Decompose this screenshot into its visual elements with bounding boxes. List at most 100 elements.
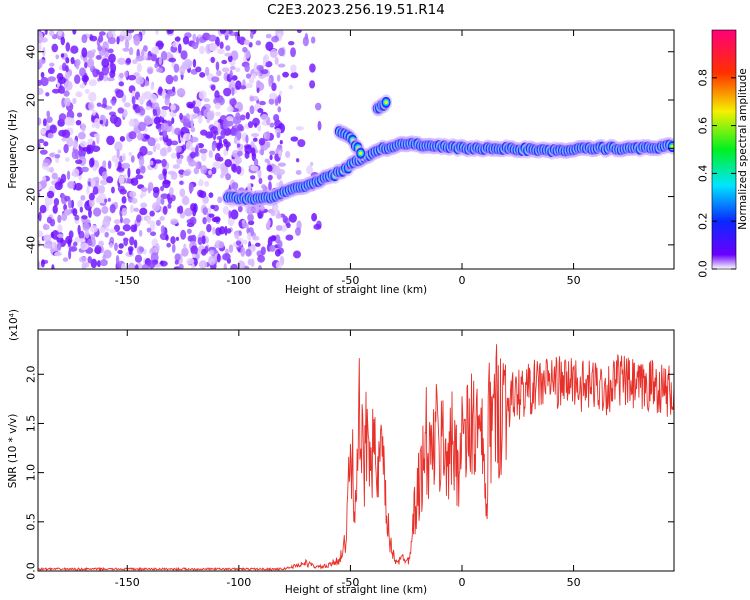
heatmap-y-tick-label: 20 xyxy=(25,93,38,107)
heatmap-noise-speck xyxy=(88,208,92,219)
heatmap-noise-speck xyxy=(121,207,128,216)
heatmap-noise-speck xyxy=(154,45,159,54)
heatmap-noise-speck xyxy=(40,76,49,87)
heatmap-noise-speck xyxy=(40,180,47,188)
heatmap-noise-speck xyxy=(160,122,170,132)
heatmap-noise-speck xyxy=(250,258,255,268)
heatmap-noise-speck xyxy=(127,74,137,81)
heatmap-noise-speck xyxy=(152,186,160,194)
heatmap-noise-speck xyxy=(295,169,302,175)
heatmap-noise-speck xyxy=(151,201,161,212)
heatmap-noise-speck xyxy=(43,234,52,242)
heatmap-noise-speck xyxy=(219,30,227,34)
snr-y-axis: 0.0 0.5 1.0 1.5 2.0 xyxy=(25,366,674,580)
heatmap-noise-speck xyxy=(64,80,73,91)
heatmap-noise-speck xyxy=(75,120,82,126)
heatmap-noise-speck xyxy=(167,30,174,34)
heatmap-noise-speck xyxy=(128,262,136,269)
heatmap-noise-speck xyxy=(91,123,96,129)
heatmap-noise-speck xyxy=(161,158,167,168)
heatmap-noise-speck xyxy=(224,225,228,236)
heatmap-noise-speck xyxy=(309,63,316,73)
heatmap-noise-speck xyxy=(61,137,67,142)
heatmap-noise-speck xyxy=(259,205,265,212)
heatmap-noise-speck xyxy=(192,33,197,42)
heatmap-noise-speck xyxy=(208,34,217,42)
heatmap-noise-speck xyxy=(72,97,77,105)
heatmap-noise-speck xyxy=(274,56,279,65)
heatmap-noise-speck xyxy=(274,99,279,106)
heatmap-noise-speck xyxy=(88,192,95,201)
heatmap-noise-speck xyxy=(275,261,283,269)
heatmap-noise-speck xyxy=(42,162,49,167)
heatmap-noise-speck xyxy=(140,165,146,174)
heatmap-noise-speck xyxy=(278,47,285,57)
heatmap-noise-speck xyxy=(275,225,283,231)
heatmap-noise-speck xyxy=(77,224,81,235)
heatmap-noise-speck xyxy=(198,179,204,187)
heatmap-noise-speck xyxy=(101,205,109,214)
heatmap-noise-speck xyxy=(271,82,277,92)
heatmap-noise-speck xyxy=(247,258,252,266)
heatmap-noise-speck xyxy=(96,102,102,107)
heatmap-noise-speck xyxy=(284,150,291,158)
heatmap-noise-speck xyxy=(204,66,210,76)
heatmap-noise-speck xyxy=(244,63,250,73)
heatmap-noise-speck xyxy=(208,213,215,218)
heatmap-noise-speck xyxy=(109,114,118,124)
heatmap-noise-speck xyxy=(116,36,120,45)
heatmap-noise-speck xyxy=(173,63,180,73)
heatmap-noise-speck xyxy=(44,30,48,35)
heatmap-noise-speck xyxy=(90,258,98,269)
heatmap-noise-speck xyxy=(47,132,54,139)
heatmap-noise-speck xyxy=(190,245,198,255)
heatmap-noise-speck xyxy=(208,192,214,198)
heatmap-noise-speck xyxy=(133,207,139,212)
heatmap-noise-speck xyxy=(311,213,318,222)
heatmap-noise-speck xyxy=(317,120,322,131)
heatmap-noise-speck xyxy=(222,205,230,215)
heatmap-noise-speck xyxy=(176,88,186,98)
heatmap-noise-speck xyxy=(149,220,156,231)
heatmap-noise-speck xyxy=(293,250,301,259)
heatmap-noise-speck xyxy=(236,33,241,44)
heatmap-noise-speck xyxy=(306,165,313,175)
heatmap-noise-speck xyxy=(39,149,48,155)
heatmap-noise-speck xyxy=(231,181,239,190)
heatmap-noise-speck xyxy=(141,263,150,269)
heatmap-noise-speck xyxy=(138,229,143,237)
heatmap-noise-speck xyxy=(63,204,68,211)
heatmap-noise-speck xyxy=(245,248,252,257)
heatmap-noise-speck xyxy=(225,173,232,181)
heatmap-noise-speck xyxy=(206,223,212,233)
heatmap-noise-speck xyxy=(175,236,179,241)
heatmap-noise-speck xyxy=(248,41,253,48)
heatmap-noise-speck xyxy=(277,63,286,68)
heatmap-noise-speck xyxy=(109,228,116,234)
heatmap-noise-speck xyxy=(278,150,283,158)
heatmap-noise-speck xyxy=(265,33,272,39)
heatmap-noise-speck xyxy=(128,131,137,140)
heatmap-noise-speck xyxy=(247,213,254,222)
heatmap-noise-speck xyxy=(234,232,240,240)
heatmap-noise-speck xyxy=(245,111,250,120)
heatmap-noise-speck xyxy=(214,90,220,100)
heatmap-noise-speck xyxy=(65,65,69,73)
heatmap-noise-speck xyxy=(70,56,75,65)
heatmap-noise-speck xyxy=(285,234,294,241)
heatmap-noise-speck xyxy=(114,141,123,152)
heatmap-noise-speck xyxy=(53,197,60,207)
heatmap-noise-speck xyxy=(63,143,69,154)
heatmap-noise-speck xyxy=(117,107,124,114)
heatmap-noise-speck xyxy=(217,196,223,204)
heatmap-noise-speck xyxy=(38,117,42,126)
heatmap-noise-speck xyxy=(159,147,167,157)
heatmap-noise-speck xyxy=(276,74,281,82)
heatmap-noise-speck xyxy=(277,240,283,249)
heatmap-noise-speck xyxy=(191,263,195,269)
heatmap-noise-speck xyxy=(241,222,249,229)
heatmap-frame xyxy=(37,29,675,270)
heatmap-noise-speck xyxy=(198,90,207,100)
heatmap-noise-speck xyxy=(67,199,72,209)
heatmap-noise-speck xyxy=(118,175,125,185)
